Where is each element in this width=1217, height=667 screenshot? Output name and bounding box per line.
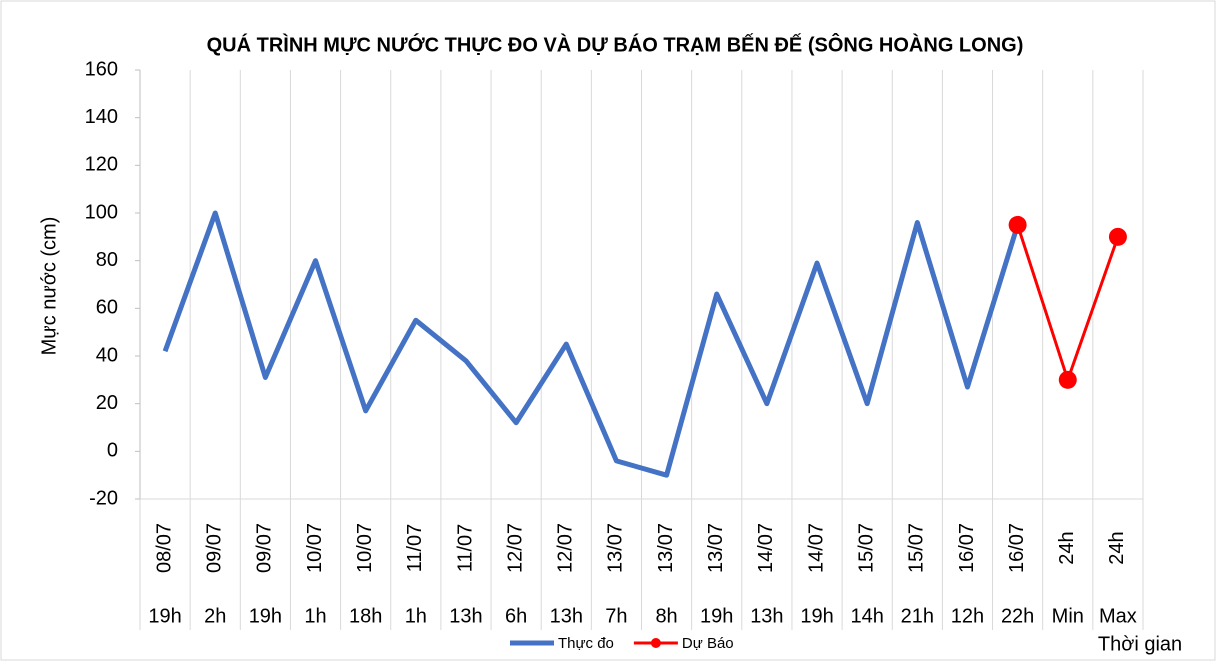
y-axis-title: Mực nước (cm): [38, 217, 60, 356]
x-tick-label-date: 09/07: [254, 523, 276, 573]
x-tick-label-time: 21h: [901, 605, 934, 627]
x-tick-label-date: 14/07: [755, 523, 777, 573]
y-tick-label: 40: [96, 344, 118, 366]
x-tick-label-date: 08/07: [153, 523, 175, 573]
legend-label: Thực đo: [558, 635, 614, 652]
x-tick-label-date: 24h: [1056, 531, 1078, 564]
y-tick-label: -20: [89, 487, 118, 509]
y-tick-label: 140: [85, 106, 118, 128]
x-tick-label-date: 12/07: [555, 523, 577, 573]
x-tick-label-time: 19h: [700, 605, 733, 627]
data-line: [162, 210, 1021, 478]
y-tick-label: 120: [85, 154, 118, 176]
x-tick-label-date: 16/07: [1006, 523, 1028, 573]
x-tick-label-date: 12/07: [504, 523, 526, 573]
x-axis-title: Thời gian: [1098, 633, 1182, 655]
y-tick-label: 100: [85, 201, 118, 223]
x-tick-label-date: 13/07: [705, 523, 727, 573]
data-point: [1058, 370, 1077, 389]
x-tick-label-date: 15/07: [855, 523, 877, 573]
x-tick-label-time: 2h: [204, 605, 226, 627]
x-tick-label-time: 22h: [1001, 605, 1034, 627]
legend-label: Dự Báo: [682, 635, 734, 652]
chart-title: QUÁ TRÌNH MỰC NƯỚC THỰC ĐO VÀ DỰ BÁO TRẠ…: [207, 32, 1024, 56]
x-tick-label-date: 11/07: [454, 524, 476, 573]
x-tick-label-time: Max: [1099, 605, 1137, 627]
x-tick-label-time: 7h: [605, 605, 627, 627]
x-tick-label-time: 18h: [349, 605, 382, 627]
x-tick-label-date: 11/07: [404, 524, 426, 573]
x-tick-label-time: 1h: [405, 605, 427, 627]
y-tick-label: 60: [96, 297, 118, 319]
x-tick-label-date: 14/07: [805, 523, 827, 573]
x-tick-label-time: 19h: [800, 605, 833, 627]
x-tick-label-time: 12h: [951, 605, 984, 627]
x-tick-label-date: 09/07: [204, 523, 226, 573]
y-tick-label: 160: [85, 58, 118, 80]
x-tick-label-date: 15/07: [906, 523, 928, 573]
x-tick-label-date: 24h: [1106, 531, 1128, 564]
y-tick-label: 20: [96, 392, 118, 414]
x-tick-label-time: 6h: [505, 605, 527, 627]
x-tick-label-time: 13h: [550, 605, 583, 627]
x-tick-label-date: 10/07: [304, 523, 326, 573]
x-tick-label-date: 13/07: [605, 523, 627, 573]
x-tick-label-time: 8h: [655, 605, 677, 627]
data-point: [1108, 227, 1127, 246]
x-tick-label-date: 13/07: [655, 523, 677, 573]
x-tick-label-time: 14h: [850, 605, 883, 627]
legend-marker: [650, 638, 661, 648]
x-tick-label-time: 19h: [148, 605, 181, 627]
x-tick-label-time: 1h: [304, 605, 326, 627]
data-point: [1008, 215, 1027, 234]
y-tick-label: 80: [96, 249, 118, 271]
x-tick-label-time: Min: [1052, 605, 1084, 627]
x-tick-label-time: 13h: [449, 605, 482, 627]
x-tick-label-time: 19h: [249, 605, 282, 627]
x-tick-label-time: 13h: [750, 605, 783, 627]
x-tick-label-date: 16/07: [956, 523, 978, 573]
x-tick-label-date: 10/07: [354, 523, 376, 573]
y-tick-label: 0: [107, 440, 118, 462]
